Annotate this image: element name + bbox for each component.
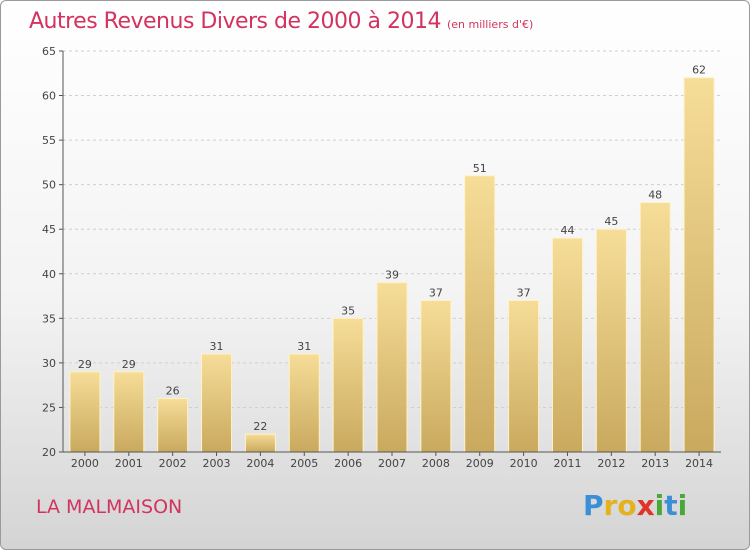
bar <box>244 433 276 453</box>
chart-title-text: Autres Revenus Divers de 2000 à 2014 <box>29 9 441 34</box>
bar <box>376 282 408 453</box>
logo-letter: i <box>677 489 688 522</box>
y-tick-label: 55 <box>42 134 56 147</box>
x-tick-label: 2012 <box>597 457 625 470</box>
bar-value-label: 37 <box>517 287 531 300</box>
x-tick-label: 2002 <box>159 457 187 470</box>
bar-value-label: 22 <box>253 420 267 433</box>
x-tick-label: 2003 <box>203 457 231 470</box>
x-tick-label: 2001 <box>115 457 143 470</box>
bar-value-label: 51 <box>473 162 487 175</box>
bar-value-label: 62 <box>692 64 706 77</box>
bar <box>464 175 496 453</box>
bar-value-label: 37 <box>429 287 443 300</box>
bar <box>683 77 715 453</box>
bar-value-label: 26 <box>166 385 180 398</box>
bar-value-label: 48 <box>648 188 662 201</box>
bar-value-label: 29 <box>78 358 92 371</box>
bar-value-label: 45 <box>604 215 618 228</box>
y-tick-label: 60 <box>42 90 56 103</box>
x-tick-label: 2000 <box>71 457 99 470</box>
x-tick-label: 2014 <box>685 457 713 470</box>
x-tick-label: 2004 <box>246 457 274 470</box>
commune-name: LA MALMAISON <box>36 496 183 518</box>
bar-value-label: 35 <box>341 304 355 317</box>
bar <box>113 371 145 453</box>
y-tick-label: 20 <box>42 446 56 459</box>
bar <box>508 300 540 453</box>
bar <box>420 300 452 453</box>
bar-value-label: 39 <box>385 269 399 282</box>
logo-letter: i <box>654 489 665 522</box>
x-tick-label: 2007 <box>378 457 406 470</box>
chart-title: Autres Revenus Divers de 2000 à 2014 (en … <box>29 9 533 34</box>
x-tick-label: 2008 <box>422 457 450 470</box>
y-tick-label: 45 <box>42 223 56 236</box>
bar <box>157 398 189 453</box>
proxiti-logo[interactable]: Proxiti <box>583 489 687 522</box>
x-tick-label: 2011 <box>553 457 581 470</box>
bar-value-label: 31 <box>297 340 311 353</box>
x-tick-label: 2009 <box>466 457 494 470</box>
x-tick-label: 2013 <box>641 457 669 470</box>
bar-value-label: 29 <box>122 358 136 371</box>
x-tick-label: 2006 <box>334 457 362 470</box>
logo-letter: r <box>603 489 618 522</box>
bar-value-label: 44 <box>560 224 574 237</box>
logo-letter: o <box>617 489 637 522</box>
y-tick-label: 35 <box>42 312 56 325</box>
bar <box>288 353 320 453</box>
bar <box>332 317 364 453</box>
bar <box>639 201 671 453</box>
y-tick-label: 30 <box>42 357 56 370</box>
bar-value-label: 31 <box>210 340 224 353</box>
y-tick-label: 40 <box>42 268 56 281</box>
y-tick-label: 25 <box>42 401 56 414</box>
bar <box>201 353 233 453</box>
logo-letter: x <box>636 489 655 522</box>
bar <box>595 228 627 453</box>
y-tick-label: 50 <box>42 179 56 192</box>
chart-unit-note: (en milliers d'€) <box>446 18 534 31</box>
x-tick-label: 2010 <box>510 457 538 470</box>
bar <box>551 237 583 453</box>
x-tick-label: 2005 <box>290 457 318 470</box>
logo-letter: t <box>664 489 678 522</box>
y-tick-label: 65 <box>42 45 56 58</box>
bar <box>69 371 101 453</box>
logo-letter: P <box>583 489 604 522</box>
